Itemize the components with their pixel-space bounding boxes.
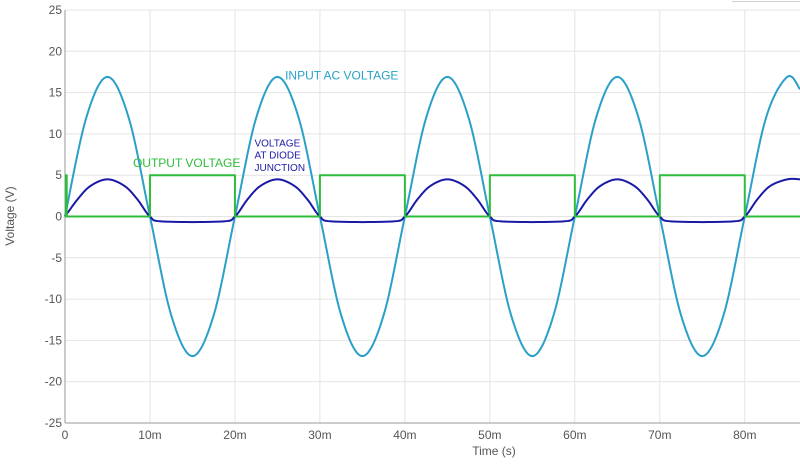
annotation-label: AT DIODE [254, 151, 301, 162]
x-tick-labels: 0 10m 20m 30m 40m 50m 60m 70m 80m [62, 428, 757, 442]
y-axis-title: Voltage (V) [3, 186, 17, 245]
y-tick-labels: 25 20 15 10 5 0 -5 -10 -15 -20 -25 [45, 3, 63, 430]
x-tick-label: 50m [478, 428, 501, 442]
series-line-2 [64, 174, 800, 218]
annotation-label: OUTPUT VOLTAGE [133, 156, 240, 170]
series-line-1 [64, 177, 800, 224]
x-tick-label: 10m [138, 428, 161, 442]
y-tick-label: -20 [45, 375, 63, 389]
x-axis-title: Time (s) [472, 444, 516, 458]
annotation-label: VOLTAGE [254, 138, 300, 149]
y-tick-label: -25 [45, 416, 63, 430]
y-tick-label: 25 [49, 3, 63, 17]
y-tick-label: 0 [55, 210, 62, 224]
y-tick-label: 5 [55, 168, 62, 182]
x-tick-label: 0 [62, 428, 69, 442]
annotation-label: JUNCTION [254, 163, 305, 174]
annotations: INPUT AC VOLTAGE OUTPUT VOLTAGE VOLTAGE AT … [133, 68, 398, 174]
series-lines [64, 75, 800, 358]
y-tick-label: 15 [49, 86, 63, 100]
y-tick-label: -15 [45, 333, 63, 347]
x-tick-label: 30m [308, 428, 331, 442]
annotation-label: INPUT AC VOLTAGE [285, 68, 398, 82]
y-tick-label: 20 [49, 44, 63, 58]
y-tick-label: 10 [49, 127, 63, 141]
x-tick-label: 40m [393, 428, 416, 442]
y-tick-label: -5 [51, 251, 62, 265]
x-tick-label: 70m [648, 428, 671, 442]
x-tick-label: 20m [223, 428, 246, 442]
x-tick-label: 60m [563, 428, 586, 442]
x-tick-label: 80m [733, 428, 756, 442]
y-tick-label: -10 [45, 292, 63, 306]
series-line-0 [64, 75, 800, 358]
